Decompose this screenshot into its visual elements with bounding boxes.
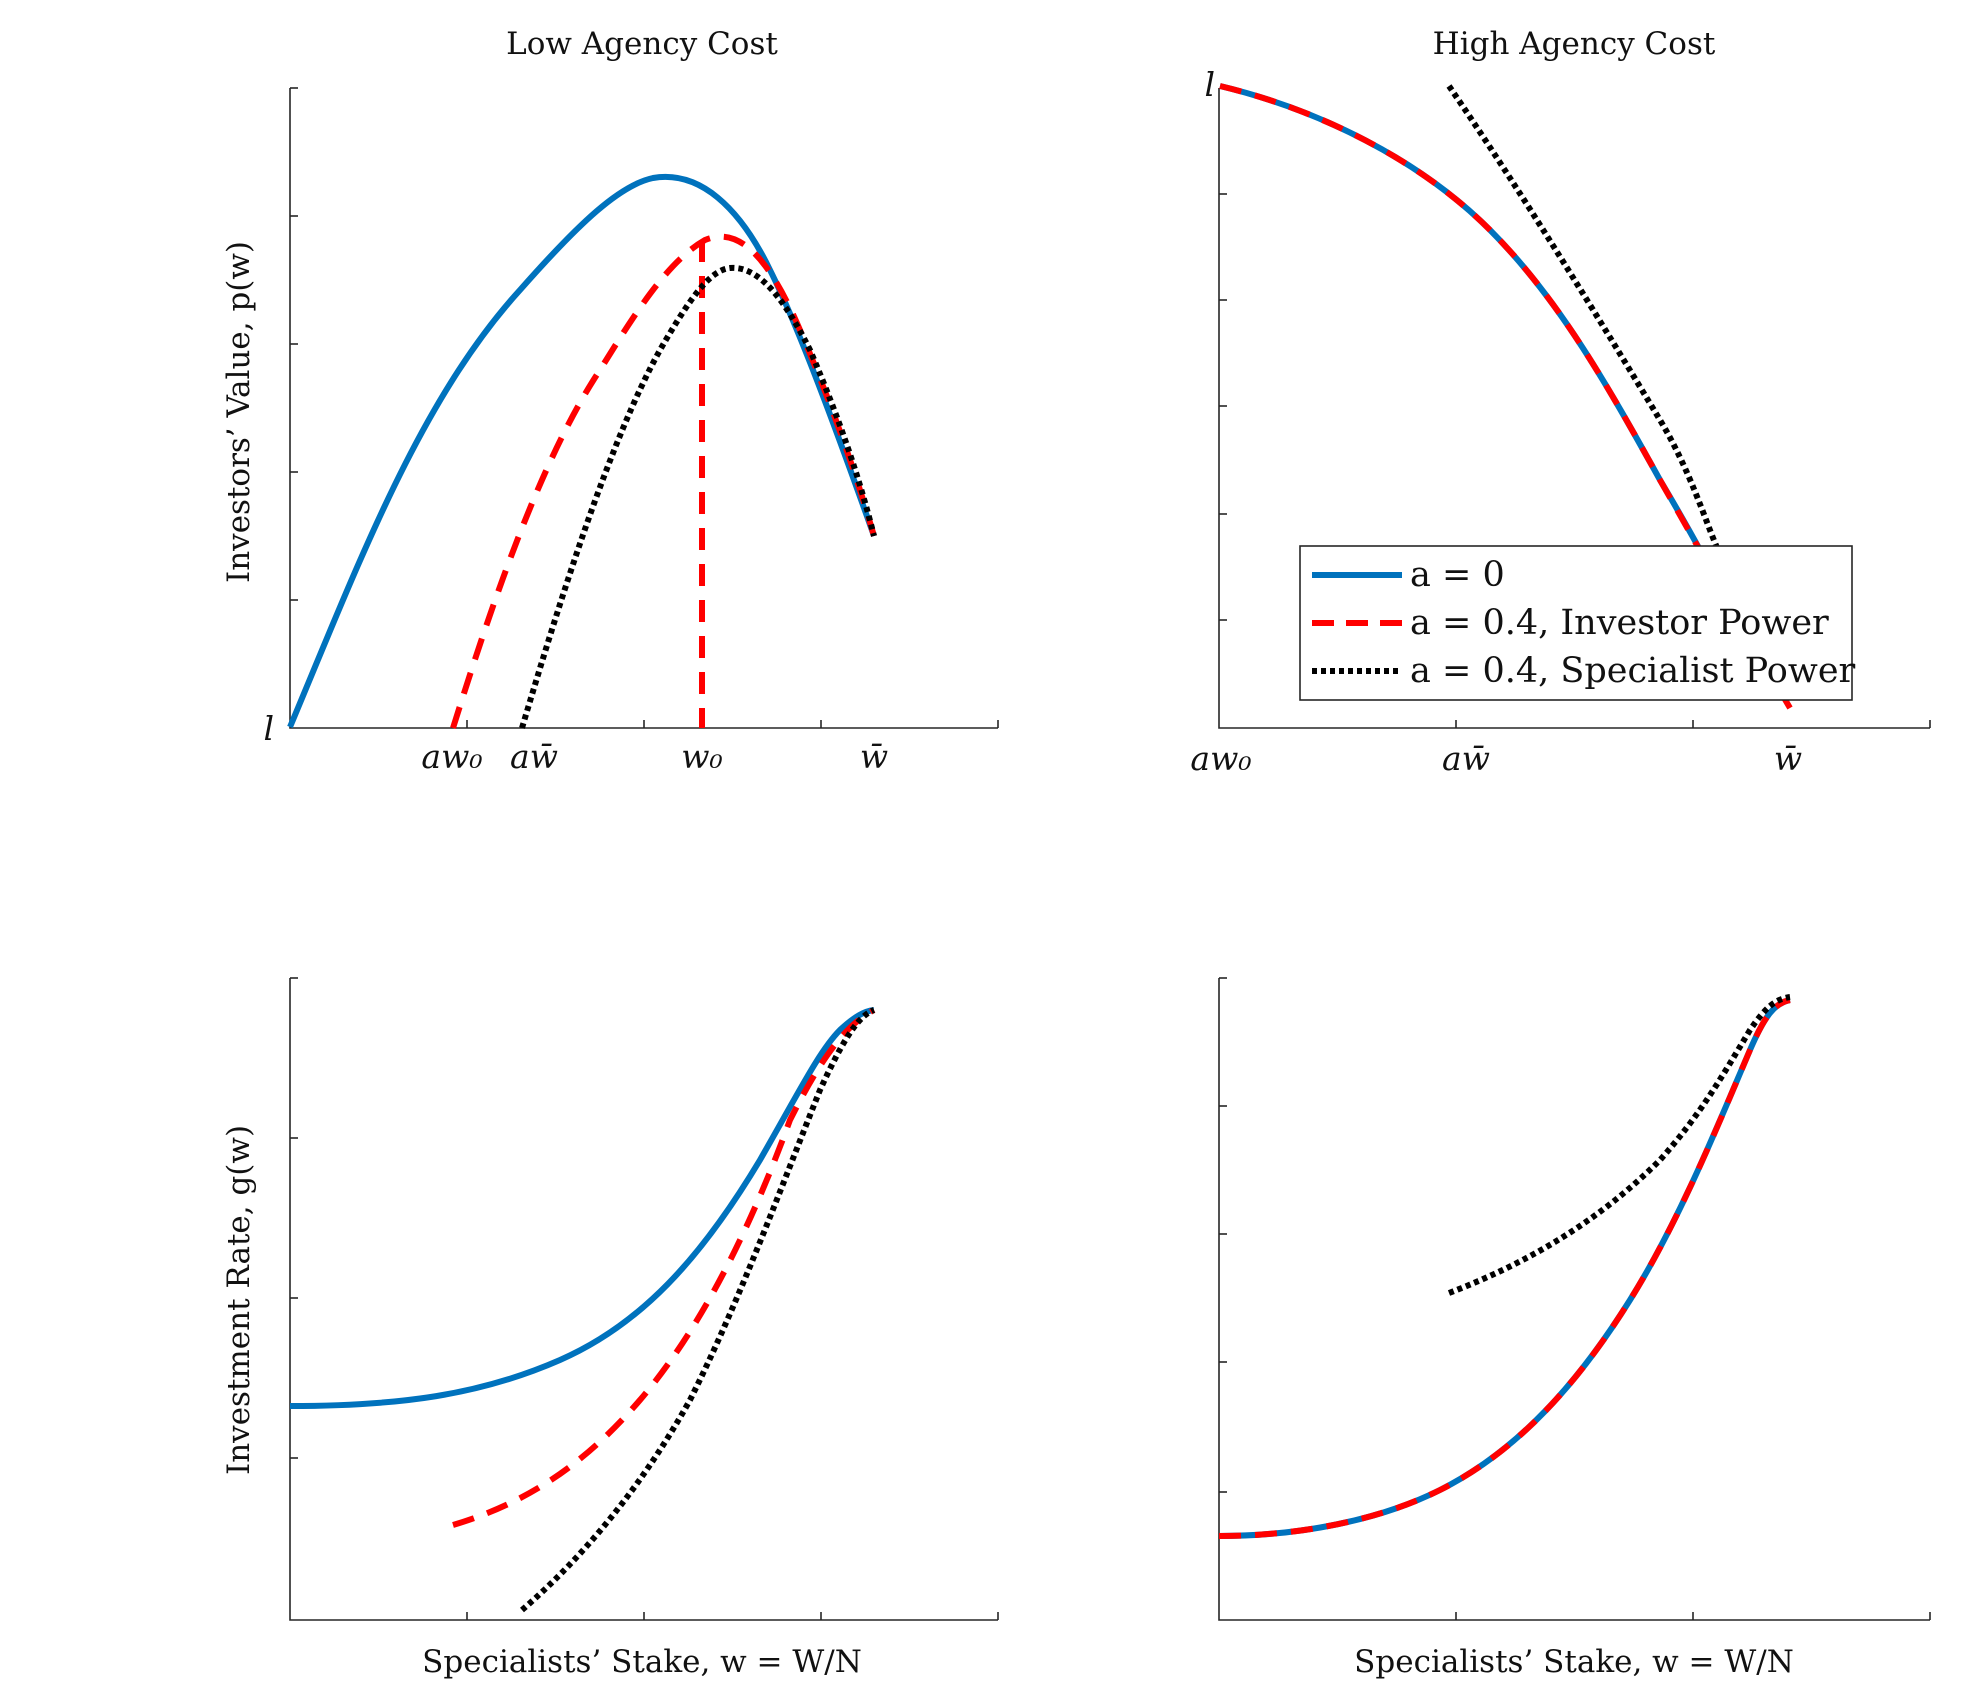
series-line-investor-power <box>452 1007 876 1528</box>
x-tick-label: aw̄ <box>1442 739 1490 778</box>
legend-label: a = 0.4, Investor Power <box>1410 603 1829 643</box>
y-ticks <box>1219 977 1227 1493</box>
x-tick-label: aw̄ <box>510 737 558 776</box>
x-axis-label: Specialists’ Stake, w = W/N <box>1354 1644 1794 1680</box>
y-axis-label: Investment Rate, g(w) <box>221 1125 257 1475</box>
y-axis-label: Investors’ Value, p(w) <box>221 241 257 583</box>
panel-high-agency-investment: Specialists’ Stake, w = W/N <box>1218 977 1931 1680</box>
panel-low-agency-investment: Investment Rate, g(w) Specialists’ Stake… <box>221 977 999 1680</box>
x-tick-label: w̄ <box>860 737 888 776</box>
series-line-specialist-power <box>519 264 877 729</box>
x-tick-label: aw₀ <box>1190 739 1251 778</box>
legend: a = 0 a = 0.4, Investor Power a = 0.4, S… <box>1299 545 1856 701</box>
series-line-specialist-power <box>520 1007 876 1613</box>
panel-high-agency-value: High Agency Cost l aw₀ aw̄ w̄ a = 0 a = … <box>1190 26 1931 778</box>
panel-title: High Agency Cost <box>1433 26 1716 62</box>
x-tick-label: w₀ <box>681 737 722 776</box>
x-ticks <box>1455 720 1931 728</box>
x-axis-label: Specialists’ Stake, w = W/N <box>422 1644 862 1680</box>
x-ticks <box>466 720 999 728</box>
series-line-a0 <box>1218 997 1791 1539</box>
panel-low-agency-value: Low Agency Cost Investors’ Value, p(w) l… <box>221 26 999 776</box>
x-tick-label: aw₀ <box>421 737 482 776</box>
x-tick-label: w̄ <box>1774 739 1802 778</box>
series-line-a0 <box>1219 83 1721 584</box>
x-ticks <box>466 1612 999 1620</box>
series-line-investor-power <box>1218 997 1791 1539</box>
series-line-specialist-power <box>1446 84 1721 552</box>
y-ticks <box>1219 193 1227 621</box>
axes <box>289 978 998 1621</box>
y-ticks <box>290 87 298 601</box>
axes <box>289 88 998 729</box>
series-line-investor-power <box>450 233 877 729</box>
legend-label: a = 0.4, Specialist Power <box>1410 651 1856 691</box>
y-ticks <box>290 977 298 1459</box>
y-tick-label-l: l <box>263 709 274 748</box>
legend-label: a = 0 <box>1410 555 1505 595</box>
y-tick-label-l: l <box>1204 65 1215 104</box>
series-line-a0 <box>289 1007 875 1409</box>
panel-title: Low Agency Cost <box>506 26 778 62</box>
series-line-a0 <box>287 173 877 729</box>
x-ticks <box>1455 1612 1931 1620</box>
series-line-specialist-power <box>1447 994 1791 1296</box>
